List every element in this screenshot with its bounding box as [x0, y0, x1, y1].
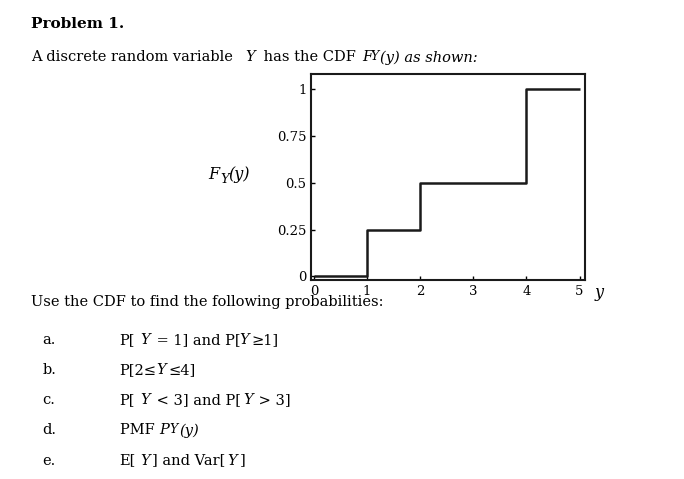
Text: Y: Y — [239, 333, 249, 347]
Text: P[: P[ — [120, 393, 135, 407]
Text: (y): (y) — [228, 166, 249, 183]
Text: Problem 1.: Problem 1. — [31, 17, 124, 31]
Text: Y: Y — [371, 50, 379, 63]
Text: ] and Var[: ] and Var[ — [152, 454, 225, 468]
Text: Y: Y — [157, 363, 166, 377]
Text: F: F — [363, 50, 373, 64]
Text: Y: Y — [170, 423, 178, 436]
Text: P[2≤: P[2≤ — [120, 363, 157, 377]
Text: has the CDF: has the CDF — [259, 50, 360, 64]
Text: = 1] and P[: = 1] and P[ — [152, 333, 241, 347]
Text: ]: ] — [239, 454, 245, 468]
Text: Y: Y — [245, 50, 254, 64]
Text: e.: e. — [42, 454, 55, 468]
Text: Y: Y — [140, 454, 150, 468]
Text: PMF: PMF — [120, 423, 159, 437]
Text: A discrete random variable: A discrete random variable — [31, 50, 237, 64]
Text: ≤4]: ≤4] — [168, 363, 196, 377]
Text: E[: E[ — [120, 454, 136, 468]
Text: Y: Y — [140, 333, 150, 347]
Text: Y: Y — [140, 393, 150, 407]
Text: b.: b. — [42, 363, 56, 377]
Text: a.: a. — [42, 333, 56, 347]
Text: (y): (y) — [179, 423, 199, 438]
Text: Y: Y — [228, 454, 237, 468]
Text: > 3]: > 3] — [254, 393, 291, 407]
Text: Use the CDF to find the following probabilities:: Use the CDF to find the following probab… — [31, 295, 383, 308]
Text: ≥1]: ≥1] — [251, 333, 278, 347]
Text: y: y — [595, 284, 604, 300]
Text: F: F — [209, 166, 220, 183]
Text: P[: P[ — [120, 333, 135, 347]
Text: d.: d. — [42, 423, 56, 437]
Text: P: P — [159, 423, 169, 437]
Text: Y: Y — [243, 393, 252, 407]
Text: Y: Y — [220, 173, 229, 186]
Text: (y) as shown:: (y) as shown: — [380, 50, 478, 65]
Text: c.: c. — [42, 393, 55, 407]
Text: < 3] and P[: < 3] and P[ — [152, 393, 241, 407]
